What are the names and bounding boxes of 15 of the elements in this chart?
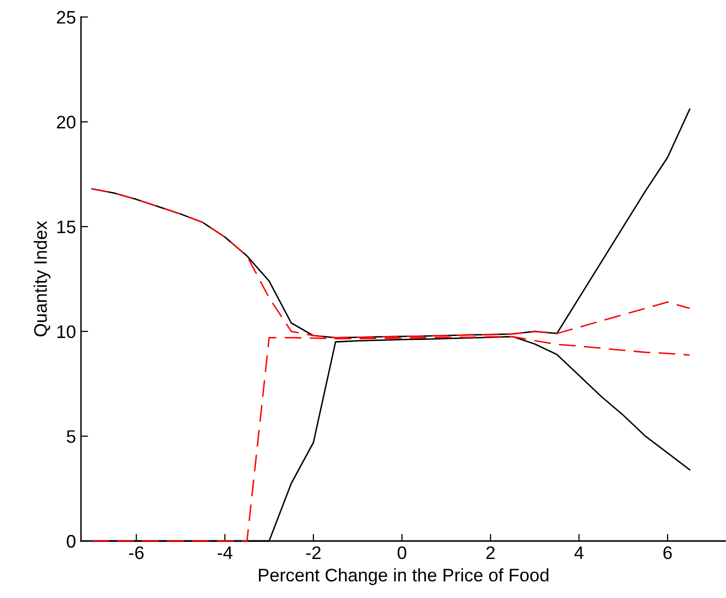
y-tick-label: 5	[66, 430, 76, 443]
y-tick-label: 25	[56, 10, 76, 24]
x-tick-label: 2	[486, 546, 495, 559]
y-tick-label: 15	[57, 220, 76, 234]
y-tick-label: 10	[57, 325, 76, 338]
x-tick-label: -2	[306, 546, 321, 559]
x-tick-label: 0	[398, 546, 406, 560]
x-tick-label: -6	[129, 546, 144, 560]
y-tick-label: 0	[66, 534, 76, 548]
x-tick-label: 4	[574, 546, 584, 559]
x-tick-label: -4	[218, 546, 232, 559]
x-axis-title: Percent Change in the Price of Food	[258, 568, 548, 586]
y-axis-title: Quantity Index	[34, 220, 50, 336]
x-tick-label: 6	[663, 546, 672, 560]
y-tick-label: 20	[56, 116, 76, 129]
